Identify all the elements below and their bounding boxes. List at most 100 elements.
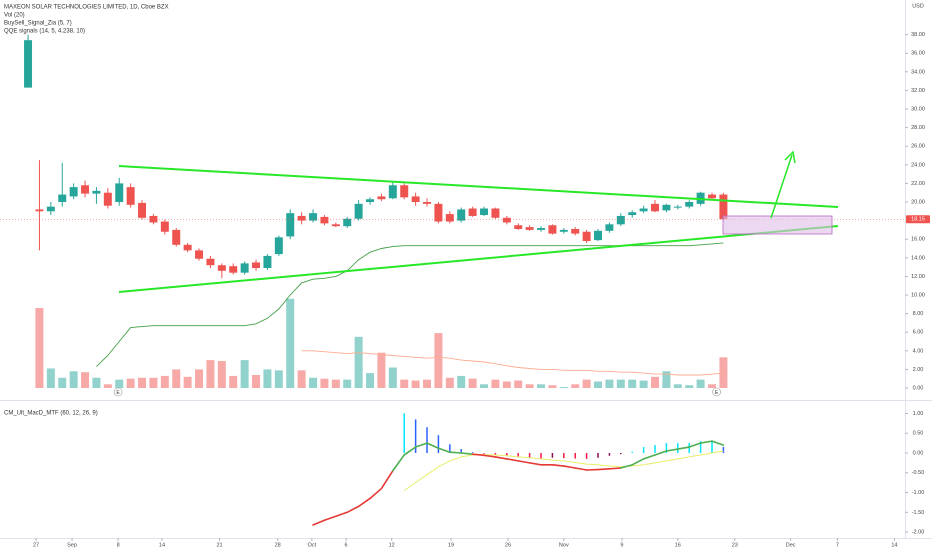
volume-bar <box>502 381 511 389</box>
target-box <box>722 215 833 235</box>
y-tick-label: 0.00 <box>913 450 924 456</box>
macd-segment <box>392 454 406 472</box>
candle-body <box>457 209 466 221</box>
volume-bar <box>217 361 226 389</box>
volume-bar <box>274 370 283 389</box>
candle-body <box>195 250 204 259</box>
trend-line-upper <box>118 165 839 208</box>
candle-body <box>58 194 67 202</box>
candle-body <box>183 244 192 251</box>
x-tick-label: Oct <box>308 542 317 548</box>
macd-segment <box>608 467 622 470</box>
y-tick-label: 22.00 <box>911 181 925 187</box>
event-marker <box>712 387 721 397</box>
volume-bar <box>366 373 375 389</box>
candle-body <box>559 229 568 232</box>
volume-bar <box>320 378 329 389</box>
macd-segment <box>357 497 371 508</box>
volume-bar <box>388 367 397 389</box>
candle-body <box>605 224 614 231</box>
volume-bar <box>480 384 489 389</box>
x-tick-label: Nov <box>559 542 569 548</box>
volume-bar <box>229 375 238 389</box>
macd-segment <box>563 465 577 469</box>
volume-bar <box>514 380 523 389</box>
candle-body <box>354 203 363 219</box>
volume-bar <box>343 379 352 389</box>
volume-bar <box>616 379 625 389</box>
candle-body <box>46 206 55 212</box>
volume-bar <box>445 377 454 389</box>
candle-body <box>434 203 443 222</box>
candle-body <box>548 225 557 234</box>
y-tick-label: 24.00 <box>911 162 925 168</box>
y-tick-label: 36.00 <box>911 51 925 57</box>
candle-body <box>525 227 534 230</box>
chart-title: MAXEON SOLAR TECHNOLOGIES LIMITED, 1D, C… <box>4 5 169 11</box>
macd-segment <box>471 453 485 457</box>
macd-segment <box>494 456 508 460</box>
candle-body <box>662 204 671 211</box>
volume-bar <box>685 385 694 389</box>
candle-body <box>115 183 124 202</box>
volume-bar <box>423 379 432 389</box>
candle-body <box>628 212 637 216</box>
macd-segment <box>312 519 326 526</box>
volume-ma <box>301 350 724 376</box>
macd-segment <box>551 464 565 467</box>
candle-body <box>673 206 682 208</box>
candle-body <box>35 209 44 212</box>
x-tick-label: 19 <box>448 542 454 548</box>
arrow-line <box>770 154 793 219</box>
candle-body <box>297 215 306 221</box>
candle-body <box>400 185 409 198</box>
currency-label: USD <box>912 3 924 9</box>
volume-bar <box>46 368 55 389</box>
macd-segment <box>620 464 634 469</box>
candle-body <box>206 258 215 266</box>
y-tick-label: 34.00 <box>911 69 925 75</box>
x-tick-label: Sep <box>67 542 77 548</box>
volume-bar <box>92 377 101 389</box>
trend-line-lower <box>118 225 839 293</box>
macd-segment <box>528 462 542 466</box>
last-price-tag <box>906 215 930 224</box>
macd-segment <box>414 442 428 448</box>
x-tick-label: 7 <box>836 542 839 548</box>
x-tick-label: 27 <box>33 542 39 548</box>
volume-bar <box>468 378 477 389</box>
volume-bar <box>377 352 386 389</box>
candle-body <box>537 228 546 230</box>
volume-bar <box>434 333 443 389</box>
indicator-label: Vol (20) <box>4 13 25 19</box>
volume-bar <box>195 369 204 389</box>
volume-bar <box>559 387 568 389</box>
candle-body <box>639 208 648 212</box>
volume-bar <box>69 371 78 389</box>
indicator-label: QQE signals (14, 5, 4.238, 10) <box>4 29 85 35</box>
macd-segment <box>597 468 611 471</box>
volume-bar <box>183 376 192 389</box>
candle-body <box>252 262 261 269</box>
volume-bar <box>263 369 272 389</box>
volume-bar <box>594 381 603 389</box>
x-tick-label: 26 <box>505 542 511 548</box>
y-tick-label: -1.50 <box>912 510 925 516</box>
y-tick-label: 8.00 <box>913 311 924 317</box>
volume-bar <box>708 384 716 389</box>
x-tick-label: 28 <box>275 542 281 548</box>
arrow-head <box>784 150 796 164</box>
volume-bar <box>548 385 557 389</box>
x-tick-label: 21 <box>216 542 222 548</box>
macd-segment <box>426 442 440 450</box>
candle-body <box>126 187 135 205</box>
macd-segment <box>688 442 702 448</box>
y-tick-label: 0.00 <box>913 385 924 391</box>
y-tick-label: 16.00 <box>911 237 925 243</box>
macd-segment <box>335 511 349 518</box>
x-tick-label: 23 <box>732 542 738 548</box>
candle-body <box>411 196 420 202</box>
y-tick-label: -2.00 <box>912 530 925 536</box>
